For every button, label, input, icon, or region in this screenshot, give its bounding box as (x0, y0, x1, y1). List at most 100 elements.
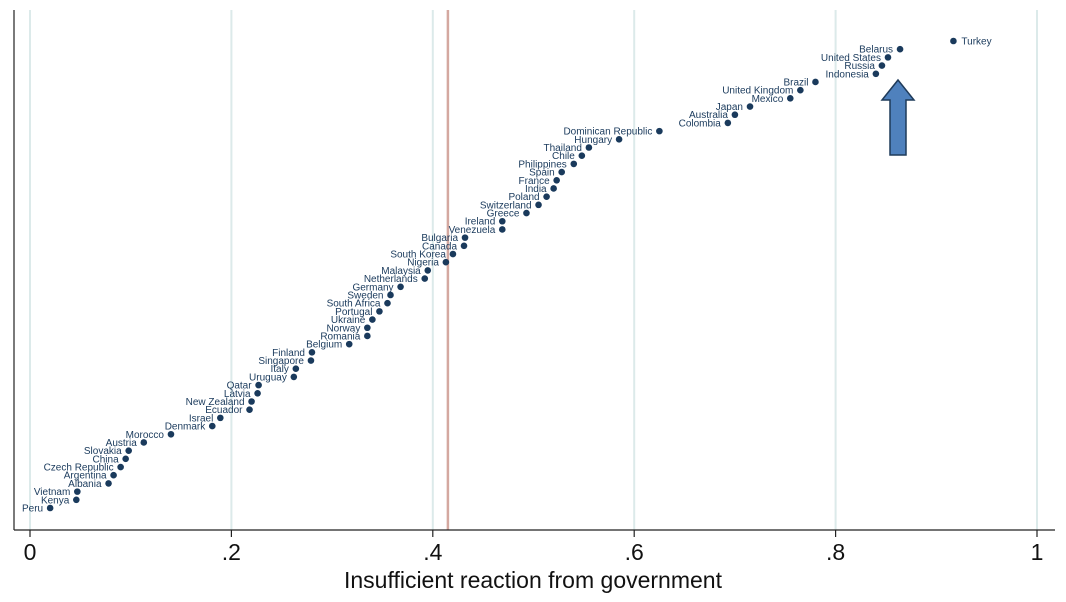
point-label: Brazil (783, 77, 808, 88)
point-label: Albania (68, 479, 102, 490)
data-point (122, 455, 129, 463)
data-point (208, 422, 216, 430)
data-point (550, 185, 557, 192)
point-label: Belgium (306, 340, 342, 351)
point-label: South Korea (390, 250, 446, 261)
point-label: Romania (320, 331, 360, 342)
point-label: India (525, 184, 547, 195)
data-point (424, 267, 432, 274)
point-label: Indonesia (826, 69, 870, 80)
data-point (110, 471, 117, 479)
data-point (255, 381, 262, 389)
x-tick-label: 1 (1031, 539, 1044, 565)
point-label: Argentina (64, 471, 107, 482)
data-point (117, 463, 124, 471)
point-label: China (93, 454, 120, 465)
point-label: Nigeria (407, 258, 439, 269)
data-point (217, 414, 224, 422)
data-point (364, 332, 371, 340)
point-label: Japan (716, 102, 743, 113)
data-point (290, 373, 298, 381)
point-label: Russia (844, 61, 875, 72)
point-label: Australia (689, 110, 728, 121)
point-label: Uruguay (249, 372, 287, 383)
grid-lines (29, 10, 1038, 530)
data-point (105, 480, 112, 487)
point-label: Belarus (859, 45, 893, 56)
data-point (578, 152, 586, 160)
point-label: Austria (106, 438, 138, 449)
data-point (387, 291, 394, 299)
data-point (73, 496, 80, 504)
data-point (449, 250, 457, 258)
data-point (950, 37, 957, 45)
point-label: Sweden (347, 290, 383, 301)
data-point (369, 316, 376, 323)
point-label: Philippines (518, 159, 566, 170)
point-label: Ukraine (331, 315, 366, 326)
point-label: Portugal (335, 307, 372, 318)
data-point (498, 226, 506, 233)
x-tick-label: .8 (826, 539, 845, 565)
data-point (167, 430, 175, 438)
point-label: Hungary (574, 135, 612, 146)
up-arrow-icon (880, 78, 916, 156)
point-label: Colombia (679, 118, 722, 129)
point-label: Italy (271, 364, 289, 375)
data-point (140, 439, 148, 446)
data-point (535, 201, 542, 209)
point-label: Dominican Republic (563, 127, 652, 138)
data-point (558, 168, 565, 176)
point-label: Greece (487, 209, 520, 220)
data-point (364, 324, 371, 332)
data-point (345, 340, 353, 348)
data-point (460, 242, 468, 250)
data-point (585, 144, 593, 151)
point-label: New Zealand (186, 397, 245, 408)
data-point (615, 136, 623, 143)
data-point (246, 406, 253, 413)
data-point (125, 447, 132, 454)
data-point (553, 176, 560, 184)
data-point (498, 217, 506, 225)
x-tick-label: .4 (423, 539, 442, 565)
data-point (74, 488, 81, 495)
point-label: Finland (272, 348, 305, 359)
data-point (724, 119, 732, 127)
point-label: Canada (422, 241, 457, 252)
point-label: Malaysia (381, 266, 421, 277)
point-label: Venezuela (449, 225, 496, 236)
data-point (248, 398, 255, 405)
point-label: Mexico (752, 94, 784, 105)
data-point (543, 193, 550, 200)
data-point (46, 504, 54, 512)
data-point (397, 283, 404, 291)
point-label: United States (821, 53, 881, 64)
point-label: Peru (22, 504, 43, 515)
data-point (461, 234, 469, 241)
data-point (384, 299, 391, 307)
data-point (878, 62, 886, 69)
point-label: Israel (189, 413, 213, 424)
x-tick-label: .6 (625, 539, 644, 565)
point-label: Bulgaria (421, 233, 458, 244)
point-label: France (519, 176, 551, 187)
data-point (254, 389, 261, 397)
point-label: Norway (326, 323, 360, 334)
point-label: Qatar (227, 381, 253, 392)
data-point (421, 275, 429, 282)
data-point (731, 111, 739, 119)
data-point (812, 78, 819, 86)
data-point (884, 54, 892, 61)
data-point (786, 95, 794, 102)
point-label: Vietnam (34, 487, 71, 498)
point-label: South Africa (327, 299, 381, 310)
x-tick-label: 0 (24, 539, 37, 565)
point-label: Spain (529, 168, 555, 179)
point-label: Denmark (165, 422, 207, 433)
data-point (442, 258, 450, 266)
data-point (797, 86, 804, 94)
